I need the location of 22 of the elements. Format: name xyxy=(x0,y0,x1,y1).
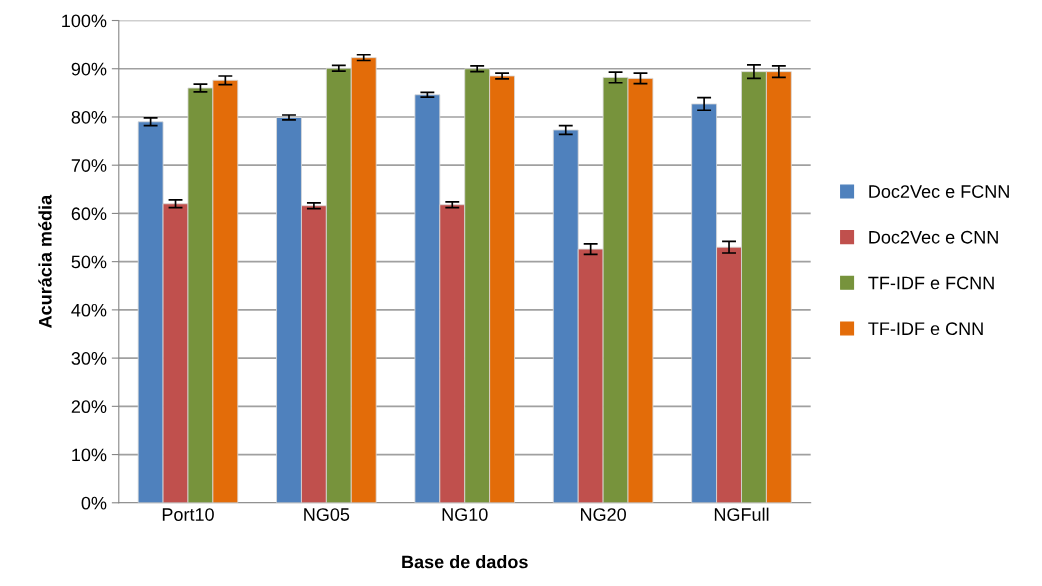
legend-label: TF-IDF e CNN xyxy=(868,322,983,336)
y-axis-title: Acurácia média xyxy=(38,194,52,328)
legend-label: Doc2Vec e FCNN xyxy=(869,185,1009,198)
x-tick-label: NG05 xyxy=(304,508,350,521)
y-tick-label: 90% xyxy=(71,62,107,76)
y-tick-label: 40% xyxy=(71,303,107,317)
x-tick-label: NG20 xyxy=(581,508,626,521)
y-tick-label: 100% xyxy=(62,14,107,28)
y-tick-label: 70% xyxy=(71,159,107,172)
x-axis-title: Base de dados xyxy=(402,555,528,569)
x-tick-label: NG10 xyxy=(442,508,488,521)
x-tick-label: Port10 xyxy=(162,508,214,521)
x-tick-label: NGFull xyxy=(714,507,769,521)
y-tick-label: 80% xyxy=(71,110,107,124)
y-tick-label: 30% xyxy=(71,352,107,365)
y-tick-label: 20% xyxy=(71,400,107,414)
y-tick-label: 60% xyxy=(71,207,107,221)
y-tick-label: 0% xyxy=(81,496,107,510)
legend-label: TF-IDF e FCNN xyxy=(868,276,994,290)
legend-label: Doc2Vec e CNN xyxy=(869,230,998,244)
y-tick-label: 50% xyxy=(71,255,107,269)
y-tick-label: 10% xyxy=(72,448,107,462)
